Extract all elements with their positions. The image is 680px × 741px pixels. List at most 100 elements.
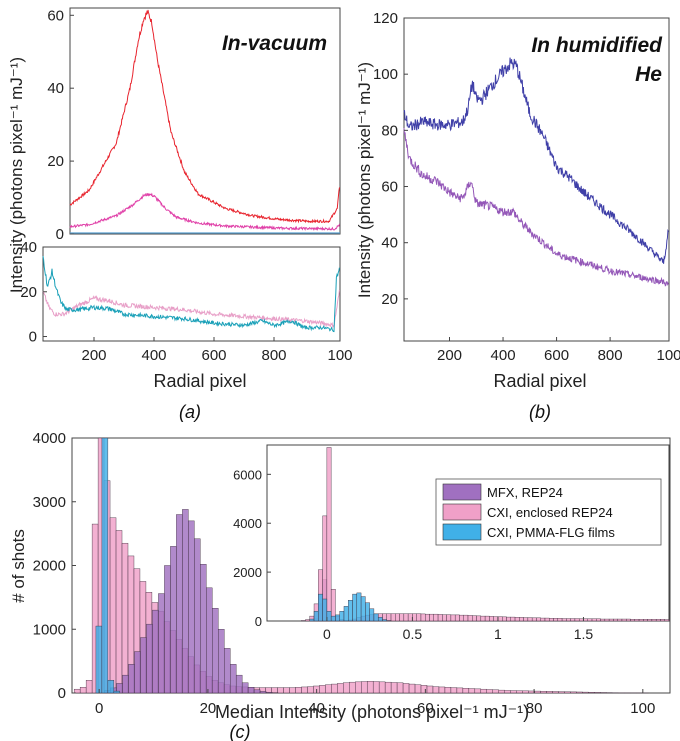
- c-series-0-bar: [319, 685, 326, 694]
- caption-b: (b): [529, 402, 551, 422]
- inset-series-1-bar: [596, 618, 601, 622]
- b-xtick-label: 400: [491, 347, 516, 364]
- c-series-0-bar: [438, 686, 446, 694]
- c-series-0-bar: [79, 687, 87, 694]
- c-series-0-bar: [366, 681, 374, 694]
- c-series-0-bar: [384, 681, 392, 694]
- panel-b: 20 40 60 80 100 120 200 400 600 800 100 In humidif…: [355, 10, 680, 422]
- c-series-0-bar: [337, 683, 344, 694]
- panel-b-ylabel: Intensity (photons pixel⁻¹ mJ⁻¹): [355, 62, 374, 298]
- inset-series-2-bar: [348, 600, 353, 622]
- c-xtick-label: 100: [630, 700, 655, 717]
- panel-a-xlabel: Radial pixel: [153, 371, 246, 391]
- c-series-1-bar: [170, 546, 177, 694]
- inset-series-1-bar: [454, 614, 460, 622]
- c-series-0-bar: [456, 687, 464, 694]
- inset-xtick-label: 1.5: [574, 626, 594, 642]
- c-series-0-bar: [552, 691, 559, 694]
- c-series-1-bar: [259, 691, 267, 694]
- c-series-0-bar: [426, 685, 434, 694]
- c-series-1-bar: [176, 514, 183, 694]
- b-series-0-line: [403, 57, 669, 264]
- inset-ytick-label: 2000: [233, 565, 262, 580]
- c-series-0-bar: [588, 692, 595, 694]
- inset-series-1-bar: [553, 618, 559, 622]
- c-series-0-bar: [414, 684, 422, 694]
- c-series-0-bar: [295, 687, 302, 694]
- inset-series-1-bar: [437, 614, 443, 622]
- inset-series-1-bar: [433, 613, 439, 622]
- inset-series-1-bar: [549, 618, 554, 622]
- inset-series-1-bar: [626, 618, 631, 622]
- inset-xtick-label: 0.5: [403, 626, 423, 642]
- inset-series-1-bar: [617, 618, 623, 622]
- c-series-0-bar: [396, 682, 404, 694]
- c-series-0-bar: [408, 683, 416, 694]
- a-bot-xtick-label: 200: [81, 347, 106, 364]
- c-series-1-bar: [265, 692, 273, 694]
- c-series-0-bar: [372, 681, 380, 694]
- c-series-1-bar: [229, 664, 237, 694]
- panel-a-top-frame: [69, 7, 341, 235]
- c-series-0-bar: [516, 690, 523, 694]
- a-bot-xtick-label: 600: [201, 347, 226, 364]
- inset-series-1-bar: [561, 618, 567, 622]
- c-series-0-bar: [432, 686, 440, 694]
- b-series-1-line: [403, 127, 669, 287]
- legend-swatch-cxi-enclosed: [442, 503, 482, 521]
- c-series-0-bar: [546, 691, 553, 694]
- inset-series-1-bar: [604, 618, 610, 622]
- c-series-2-bar: [101, 437, 109, 694]
- inset-series-2-bar: [335, 614, 340, 622]
- c-series-1-bar: [194, 538, 201, 694]
- inset-series-1-bar: [459, 614, 464, 622]
- c-series-0-bar: [444, 687, 452, 694]
- c-series-0-bar: [343, 682, 350, 694]
- c-series-0-bar: [522, 690, 529, 694]
- c-series-0-bar: [534, 690, 541, 694]
- inset-series-1-bar: [386, 613, 392, 622]
- panel-a-top: 0 20 40 60 In-vacuum: [47, 7, 341, 243]
- inset-series-1-bar: [587, 618, 593, 622]
- inset-xtick-label: 1: [494, 626, 502, 642]
- b-ytick-label: 100: [373, 66, 398, 83]
- inset-series-2-bar: [322, 598, 328, 622]
- c-series-1-bar: [212, 608, 219, 694]
- c-series-0-bar: [349, 681, 356, 694]
- inset-series-1-bar: [557, 618, 563, 622]
- c-ytick-label: 3000: [33, 494, 66, 511]
- a-bot-ytick-label: 0: [29, 329, 37, 346]
- panel-a-top-plot: 0 20 40 60: [47, 7, 340, 243]
- c-series-1-bar: [247, 687, 255, 694]
- caption-a: (a): [179, 402, 201, 422]
- b-xtick-label: 200: [437, 347, 462, 364]
- panel-b-annotation-line2: He: [635, 63, 662, 86]
- inset-series-2-bar: [343, 606, 349, 622]
- inset-ytick-label: 0: [255, 614, 262, 629]
- inset-ytick-label: 6000: [233, 467, 262, 482]
- a-bot-ytick-label: 40: [20, 239, 37, 256]
- a-top-ytick-label: 60: [47, 7, 64, 24]
- inset-series-1-bar: [442, 614, 447, 622]
- c-series-0-bar: [504, 690, 511, 694]
- a-bot-xtick-label: 100: [327, 347, 352, 364]
- inset-series-1-bar: [493, 616, 499, 622]
- c-series-1-bar: [218, 629, 225, 694]
- c-series-0-bar: [361, 681, 368, 694]
- c-series-0-bar: [600, 692, 607, 694]
- inset-series-1-bar: [536, 617, 541, 622]
- panel-a-bottom-frame: [42, 246, 341, 342]
- inset-xtick-label: 0: [323, 626, 331, 642]
- c-series-1-bar: [158, 593, 165, 694]
- inset-series-1-bar: [566, 618, 571, 622]
- c-series-2-bar: [107, 680, 115, 694]
- inset-series-2-bar: [369, 608, 375, 622]
- c-series-1-bar: [253, 689, 261, 694]
- c-series-1-bar: [140, 637, 147, 694]
- inset-series-1-bar: [412, 613, 417, 622]
- inset-series-1-bar: [570, 618, 576, 622]
- panel-c-ylabel: # of shots: [9, 529, 28, 603]
- c-series-0-bar: [474, 688, 482, 694]
- inset-series-1-bar: [660, 619, 665, 622]
